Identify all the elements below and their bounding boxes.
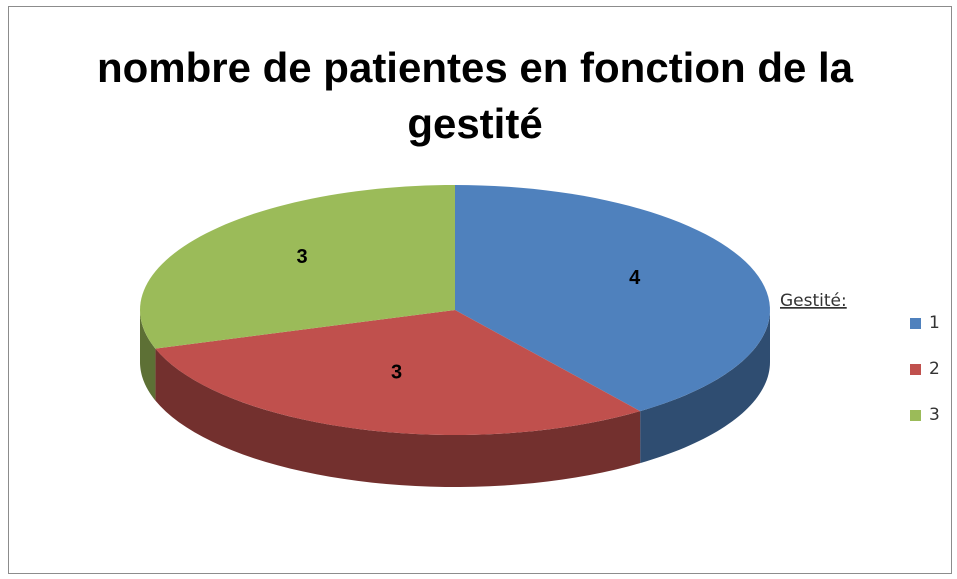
data-label: 3 [297,246,308,268]
legend-swatch [910,410,921,421]
legend-swatch [910,318,921,329]
data-label: 4 [629,267,641,289]
chart-title: nombre de patientes en fonction de la ge… [96,44,854,147]
pie-slice [140,185,455,349]
pie-slice [155,310,641,435]
pie-side [140,310,156,401]
legend-title: Gestité: [780,291,847,311]
legend-label: 3 [929,405,940,425]
legend-label: 2 [929,359,940,379]
pie-side [155,348,641,487]
pie-side [640,310,770,464]
legend-swatch [910,364,921,375]
legend-label: 1 [929,313,940,333]
pie-slice [455,185,770,412]
data-label: 3 [391,362,402,384]
